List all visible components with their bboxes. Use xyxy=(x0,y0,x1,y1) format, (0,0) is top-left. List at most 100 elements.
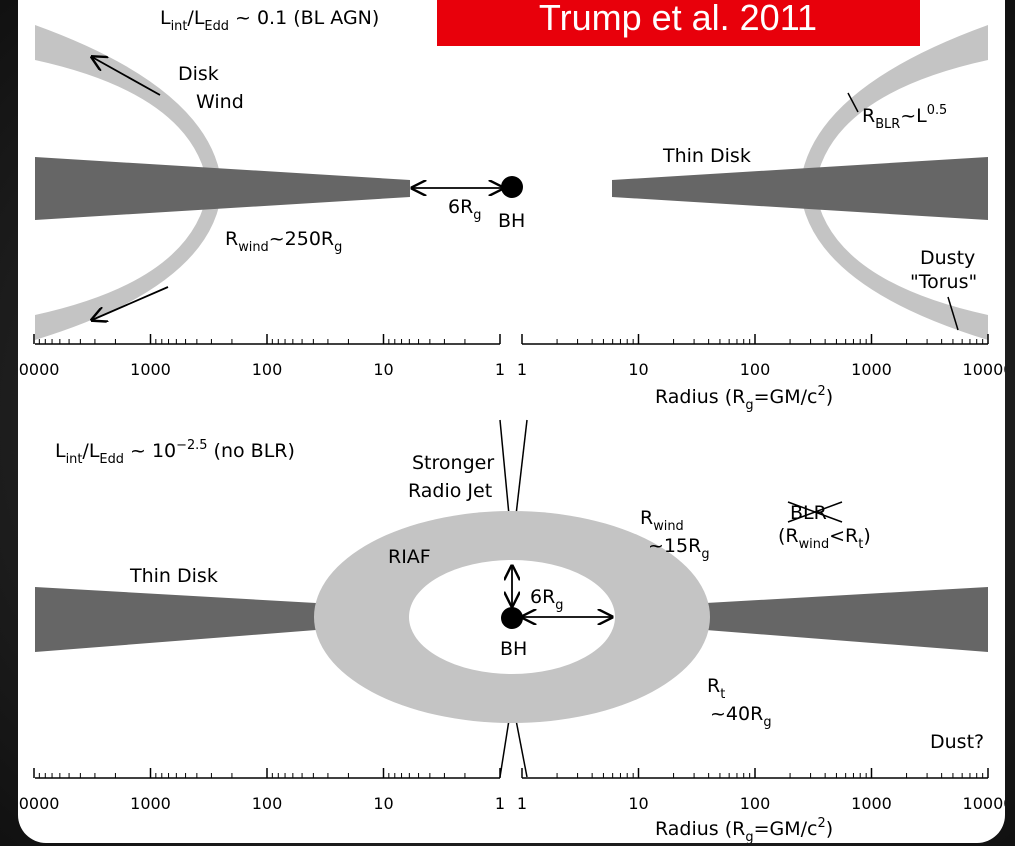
text-part: <R xyxy=(829,525,858,547)
tick-label: 10 xyxy=(628,360,648,379)
label: 6Rg xyxy=(530,586,564,613)
label: BH xyxy=(500,638,527,660)
tick-label: 1000 xyxy=(130,360,171,379)
tick-label: 1000 xyxy=(130,794,171,813)
thin-disk xyxy=(612,157,988,220)
text-part: Radius (R xyxy=(655,818,745,840)
text-part: (no BLR) xyxy=(208,440,295,462)
text-part: ~40R xyxy=(710,703,763,725)
superscript: 2 xyxy=(817,816,825,831)
label: Rwind~250Rg xyxy=(225,228,342,255)
tick-label: 100 xyxy=(252,360,283,379)
tick-label: 10000 xyxy=(963,794,1014,813)
subscript: t xyxy=(858,537,863,552)
leader-line xyxy=(947,296,959,331)
text-part: L xyxy=(55,440,66,462)
tick-label: 1 xyxy=(517,360,527,379)
tick-label: 1 xyxy=(495,794,505,813)
subscript: g xyxy=(745,398,753,413)
label: "Torus" xyxy=(910,271,977,293)
subscript: Edd xyxy=(204,19,229,34)
subscript: g xyxy=(555,598,563,613)
text-part: L xyxy=(160,7,171,29)
luminosity-ratio: Lint/LEdd ~ 10−2.5 (no BLR) xyxy=(55,438,295,467)
luminosity-ratio: Lint/LEdd ~ 0.1 (BL AGN) xyxy=(160,7,379,34)
label: Dust? xyxy=(930,731,984,753)
subscript: g xyxy=(763,715,771,730)
subscript: wind xyxy=(238,240,269,255)
superscript: 2 xyxy=(817,384,825,399)
tick-label: 100 xyxy=(740,360,771,379)
text-part: R xyxy=(640,507,653,529)
superscript: 0.5 xyxy=(927,103,948,118)
text-part: ~L xyxy=(900,105,927,127)
label: Wind xyxy=(196,91,244,113)
text-part: ) xyxy=(826,386,833,408)
label: RIAF xyxy=(388,546,431,568)
label: Dusty xyxy=(920,247,975,269)
tick-label: 1000 xyxy=(851,794,892,813)
thin-disk xyxy=(706,587,988,652)
text-part: =GM/c xyxy=(754,386,818,408)
label: Thin Disk xyxy=(662,145,751,167)
text-part: ~ 10 xyxy=(124,440,176,462)
text-part: R xyxy=(862,105,875,127)
strike xyxy=(787,501,843,523)
tick-label: 10000 xyxy=(9,360,60,379)
text-part: 6R xyxy=(530,586,555,608)
subscript: BLR xyxy=(875,117,900,132)
tick-label: 10000 xyxy=(963,360,1014,379)
badge xyxy=(437,0,920,46)
torus xyxy=(800,25,988,340)
subscript: int xyxy=(66,452,83,467)
label: Rt xyxy=(707,675,725,702)
label: Thin Disk xyxy=(129,565,218,587)
text-part: /L xyxy=(187,7,204,29)
jet xyxy=(499,719,510,778)
badge-text: Trump et al. 2011 xyxy=(539,0,817,38)
text-part: ) xyxy=(863,525,870,547)
text-part: ~15R xyxy=(648,535,701,557)
label: Rwind xyxy=(640,507,684,534)
black-hole xyxy=(501,607,523,629)
text-part: Radius (R xyxy=(655,386,745,408)
jet xyxy=(499,419,510,516)
subscript: g xyxy=(334,240,342,255)
text-part: (R xyxy=(778,525,799,547)
label: (Rwind<Rt) xyxy=(778,525,871,552)
text-part: R xyxy=(225,228,238,250)
tick-label: 10 xyxy=(373,360,393,379)
disk-wind xyxy=(35,25,222,340)
text-part: R xyxy=(707,675,720,697)
subscript: g xyxy=(745,830,753,845)
wind-arrow xyxy=(92,57,161,96)
wind-arrow xyxy=(92,286,169,320)
jet xyxy=(515,419,528,516)
thin-disk xyxy=(35,157,410,220)
diagram: Lint/LEdd ~ 0.1 (BL AGN) Disk Wind Rwind… xyxy=(9,7,1014,845)
subscript: g xyxy=(701,547,709,562)
subscript: t xyxy=(720,687,725,702)
label: BH xyxy=(498,210,525,232)
tick-label: 100 xyxy=(740,794,771,813)
subscript: g xyxy=(473,208,481,223)
label: ~15Rg xyxy=(648,535,710,562)
jet xyxy=(515,719,528,778)
tick-label: 1000 xyxy=(851,360,892,379)
text-part: ~ 0.1 (BL AGN) xyxy=(229,7,379,29)
thin-disk xyxy=(35,587,316,652)
label: BLR xyxy=(790,502,827,524)
subscript: wind xyxy=(653,519,684,534)
axis-title: Radius (Rg=GM/c2) xyxy=(655,384,833,413)
axis-title: Radius (Rg=GM/c2) xyxy=(655,816,833,845)
tick-label: 10 xyxy=(628,794,648,813)
label: 6Rg xyxy=(448,196,482,223)
label: Radio Jet xyxy=(408,480,492,502)
leader-line xyxy=(847,92,859,113)
superscript: −2.5 xyxy=(176,438,207,453)
tick-label: 10000 xyxy=(9,794,60,813)
label: Disk xyxy=(178,63,219,85)
text-part: ~250R xyxy=(269,228,334,250)
